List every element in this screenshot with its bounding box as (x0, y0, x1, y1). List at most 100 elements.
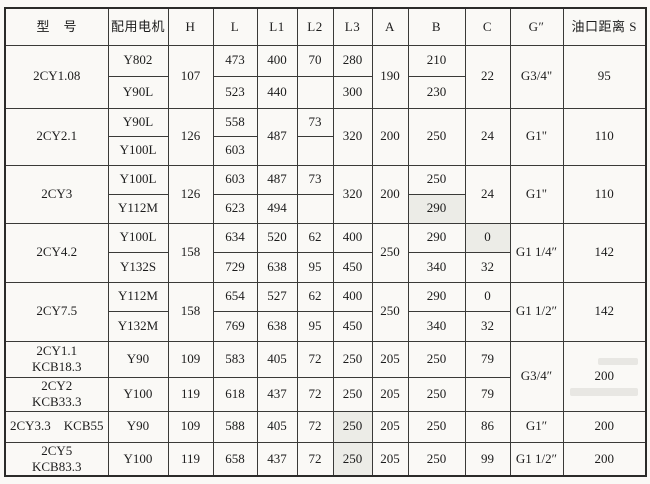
value-cell: G1" (509, 164, 564, 224)
value-cell: 523 (212, 75, 258, 109)
table-row: 2CY7.5 Y112M 158 654 527 62 400 250 290 … (4, 281, 647, 342)
value-cell: 280 (332, 44, 373, 77)
value-cell: G3/4″ (509, 340, 564, 412)
value-cell: 32 (464, 251, 511, 283)
value-cell: 450 (332, 251, 373, 283)
value-cell: 0 (464, 222, 511, 253)
value-cell: 437 (256, 376, 298, 412)
value-cell: 205 (371, 376, 409, 412)
value-cell: 623 (212, 193, 258, 224)
header-model: 型 号 (4, 7, 109, 46)
model-cell: 2CY3 (4, 164, 109, 224)
header-a: A (371, 7, 409, 46)
value-cell: 62 (296, 281, 334, 312)
table-row: Y90L 523 440 300 230 (5, 75, 646, 109)
header-oil-port-distance: 油口距离 S (562, 7, 647, 46)
value-cell: 588 (212, 410, 258, 443)
header-l3: L3 (332, 7, 373, 46)
value-cell (296, 75, 334, 109)
value-cell: 72 (296, 441, 334, 477)
value-cell: 70 (296, 44, 334, 77)
value-cell: 142 (562, 281, 647, 342)
motor-cell: Y802 (107, 44, 169, 77)
model-cell: 2CY3.3 KCB55 (4, 410, 109, 443)
value-cell: 618 (212, 376, 258, 412)
value-cell: 190 (371, 44, 409, 109)
value-cell: 95 (562, 44, 647, 109)
value-cell: 437 (256, 441, 298, 477)
value-cell: 340 (407, 310, 466, 342)
value-cell: 520 (256, 222, 298, 253)
value-cell: 250 (407, 107, 466, 166)
header-l: L (212, 7, 258, 46)
value-cell: 340 (407, 251, 466, 283)
value-cell: 200 (562, 340, 647, 412)
table-row: 2CY3 Y100L 126 603 487 73 320 200 250 24… (4, 164, 647, 224)
value-cell: 119 (167, 376, 214, 412)
table-row: 2CY2.1 Y90L 126 558 487 73 320 200 250 2… (4, 107, 647, 166)
value-cell: 142 (562, 222, 647, 283)
value-cell: 79 (464, 376, 511, 412)
value-cell: 109 (167, 410, 214, 443)
value-cell: 450 (332, 310, 373, 342)
value-cell: 250 (371, 281, 409, 342)
value-cell: 110 (562, 164, 647, 224)
value-cell: 290 (407, 222, 466, 253)
value-cell: 654 (212, 281, 258, 312)
value-cell: 320 (332, 164, 373, 224)
value-cell: 200 (371, 107, 409, 166)
motor-cell: Y100 (107, 441, 169, 477)
model-cell: 2CY2.1 (4, 107, 109, 166)
value-cell: 95 (296, 310, 334, 342)
motor-cell: Y100 (107, 376, 169, 412)
motor-cell: Y90 (107, 410, 169, 443)
value-cell: 250 (407, 340, 466, 378)
value-cell: 583 (212, 340, 258, 378)
value-cell: 200 (562, 441, 647, 477)
value-cell: 405 (256, 410, 298, 443)
table-row: 2CY1.08 Y802 107 473 400 70 280 190 210 … (4, 44, 647, 109)
value-cell: 210 (407, 44, 466, 77)
value-cell: 72 (296, 376, 334, 412)
value-cell: 250 (407, 410, 466, 443)
model-cell: 2CY4.2 (4, 222, 109, 283)
motor-cell: Y90L (107, 75, 169, 109)
table-row: Y100L 603 (5, 135, 646, 166)
value-cell: 250 (332, 340, 373, 378)
value-cell: 86 (464, 410, 511, 443)
value-cell: 24 (464, 164, 511, 224)
pump-dimensions-table: 型 号 配用电机 H L L1 L2 L3 A B C G″ 油口距离 S 2C… (4, 7, 647, 477)
value-cell: 250 (407, 376, 466, 412)
header-c: C (464, 7, 511, 46)
motor-cell: Y100L (107, 222, 169, 253)
header-row: 型 号 配用电机 H L L1 L2 L3 A B C G″ 油口距离 S (4, 7, 647, 46)
value-cell: 72 (296, 410, 334, 443)
value-cell: 22 (464, 44, 511, 109)
table-row: 2CY5 KCB83.3 Y100 119 658 437 72 250 205… (4, 441, 647, 477)
value-cell: 72 (296, 340, 334, 378)
model-cell: 2CY7.5 (4, 281, 109, 342)
value-cell: 290 (407, 193, 466, 224)
header-l1: L1 (256, 7, 298, 46)
value-cell: 158 (167, 222, 214, 283)
value-cell: 126 (167, 107, 214, 166)
value-cell: 99 (464, 441, 511, 477)
value-cell: 290 (407, 281, 466, 312)
table-row: Y132M 769 638 95 450 340 32 (5, 310, 646, 342)
motor-cell: Y90 (107, 340, 169, 378)
value-cell: 400 (332, 281, 373, 312)
value-cell: 769 (212, 310, 258, 342)
value-cell (296, 193, 334, 224)
table-row: 2CY3.3 KCB55 Y90 109 588 405 72 250 205 … (4, 410, 647, 443)
model-cell: 2CY1.1 KCB18.3 (4, 340, 109, 378)
value-cell: 250 (332, 376, 373, 412)
value-cell: 230 (407, 75, 466, 109)
value-cell: 250 (407, 441, 466, 477)
value-cell: 73 (296, 164, 334, 195)
value-cell: 250 (371, 222, 409, 283)
value-cell: 109 (167, 340, 214, 378)
motor-cell: Y100L (107, 164, 169, 195)
value-cell: 73 (296, 107, 334, 137)
value-cell: 527 (256, 281, 298, 312)
value-cell: 400 (256, 44, 298, 77)
